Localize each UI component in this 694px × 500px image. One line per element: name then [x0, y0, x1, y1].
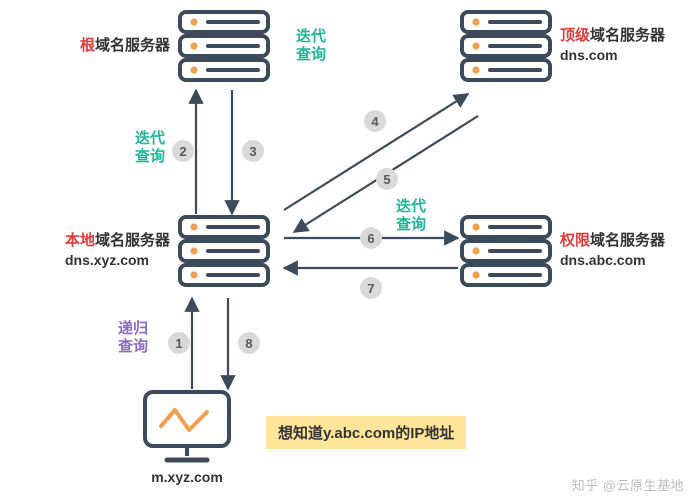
step-badge-2: 2 [172, 140, 194, 162]
recursive-query-label: 递归查询 [118, 320, 148, 356]
server-icon [178, 10, 270, 82]
step-badge-1: 1 [168, 332, 190, 354]
monitor-icon [141, 388, 233, 466]
iter-query-label-2: 迭代查询 [135, 130, 165, 166]
tld-label: 顶级域名服务器 dns.com [560, 26, 665, 65]
root-dns-server [178, 10, 270, 82]
tld-dns-server [460, 10, 552, 82]
watermark: 知乎 @云原生基地 [572, 475, 684, 494]
local-plain: 域名服务器 [95, 232, 170, 249]
tld-accent: 顶级 [560, 27, 590, 44]
auth-label: 权限域名服务器 dns.abc.com [560, 231, 665, 270]
local-sub: dns.xyz.com [65, 251, 170, 270]
tld-plain: 域名服务器 [590, 27, 665, 44]
step-badge-3: 3 [242, 140, 264, 162]
client-label: m.xyz.com [143, 468, 231, 487]
auth-accent: 权限 [560, 232, 590, 249]
step-badge-6: 6 [360, 227, 382, 249]
local-label: 本地域名服务器 dns.xyz.com [65, 231, 170, 270]
auth-plain: 域名服务器 [590, 232, 665, 249]
iter-query-label-3: 迭代查询 [396, 198, 426, 234]
root-label: 根域名服务器 [80, 36, 170, 56]
iter-query-label-1: 迭代查询 [296, 28, 326, 64]
step-badge-8: 8 [238, 332, 260, 354]
client-host [141, 388, 233, 466]
callout-text: 想知道y.abc.com的IP地址 [278, 425, 454, 442]
query-callout: 想知道y.abc.com的IP地址 [266, 416, 466, 449]
tld-sub: dns.com [560, 46, 665, 65]
auth-dns-server [460, 215, 552, 287]
step-badge-5: 5 [376, 168, 398, 190]
server-icon [460, 215, 552, 287]
local-accent: 本地 [65, 232, 95, 249]
step-badge-4: 4 [364, 110, 386, 132]
root-plain: 域名服务器 [95, 37, 170, 54]
server-icon [460, 10, 552, 82]
auth-sub: dns.abc.com [560, 251, 665, 270]
local-dns-server [178, 215, 270, 287]
step-badge-7: 7 [360, 277, 382, 299]
server-icon [178, 215, 270, 287]
root-accent: 根 [80, 37, 95, 54]
